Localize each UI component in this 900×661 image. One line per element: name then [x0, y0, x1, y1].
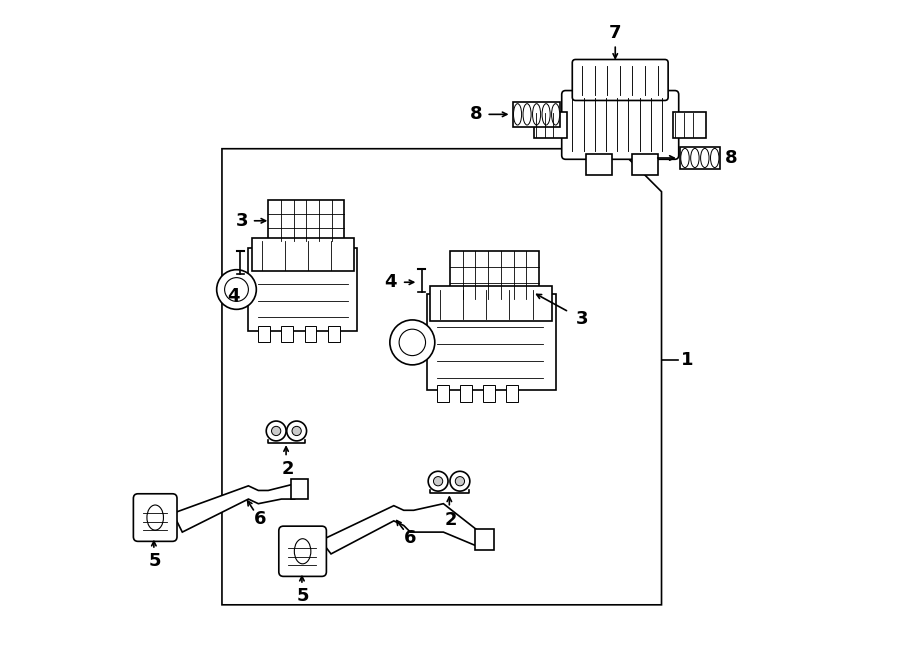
Bar — [483, 385, 495, 402]
Bar — [534, 112, 567, 138]
Bar — [680, 147, 720, 169]
Ellipse shape — [552, 104, 560, 125]
Circle shape — [272, 426, 281, 436]
Ellipse shape — [514, 104, 522, 125]
Text: 6: 6 — [254, 510, 266, 528]
FancyBboxPatch shape — [562, 91, 679, 159]
Text: 2: 2 — [282, 460, 294, 479]
Bar — [460, 385, 472, 402]
Circle shape — [217, 270, 256, 309]
Ellipse shape — [542, 104, 550, 125]
Text: 1: 1 — [681, 351, 694, 369]
Text: 8: 8 — [725, 149, 738, 167]
Bar — [586, 154, 612, 175]
Text: 3: 3 — [576, 309, 588, 328]
Bar — [430, 286, 553, 321]
Text: 8: 8 — [470, 105, 482, 124]
Bar — [513, 102, 561, 127]
Text: 2: 2 — [446, 510, 457, 529]
Text: 6: 6 — [404, 529, 417, 547]
FancyBboxPatch shape — [279, 526, 327, 576]
Circle shape — [287, 421, 307, 441]
Bar — [506, 385, 518, 402]
FancyBboxPatch shape — [572, 59, 668, 100]
Bar — [282, 326, 293, 342]
Bar — [450, 251, 539, 299]
Bar — [304, 326, 317, 342]
Ellipse shape — [700, 149, 709, 167]
Bar — [673, 112, 707, 138]
Bar — [252, 238, 355, 271]
Text: 5: 5 — [297, 586, 310, 605]
Bar — [436, 385, 449, 402]
Ellipse shape — [690, 149, 699, 167]
Ellipse shape — [680, 149, 689, 167]
Bar — [475, 529, 493, 550]
Polygon shape — [324, 504, 486, 554]
Bar — [328, 326, 339, 342]
Ellipse shape — [533, 104, 541, 125]
Polygon shape — [176, 484, 302, 532]
Text: 3: 3 — [236, 212, 248, 230]
Text: 7: 7 — [609, 24, 622, 42]
Bar — [248, 248, 357, 330]
Circle shape — [428, 471, 448, 491]
Circle shape — [455, 477, 464, 486]
Bar — [258, 326, 270, 342]
Circle shape — [390, 320, 435, 365]
Ellipse shape — [710, 149, 719, 167]
Bar — [268, 200, 344, 241]
Bar — [427, 294, 556, 390]
Text: 4: 4 — [227, 287, 239, 305]
FancyBboxPatch shape — [133, 494, 177, 541]
Bar — [292, 479, 308, 499]
Circle shape — [450, 471, 470, 491]
Ellipse shape — [523, 104, 531, 125]
Circle shape — [292, 426, 302, 436]
Circle shape — [434, 477, 443, 486]
Text: 5: 5 — [148, 551, 161, 570]
Text: 4: 4 — [384, 273, 397, 292]
Bar — [632, 154, 658, 175]
Circle shape — [266, 421, 286, 441]
